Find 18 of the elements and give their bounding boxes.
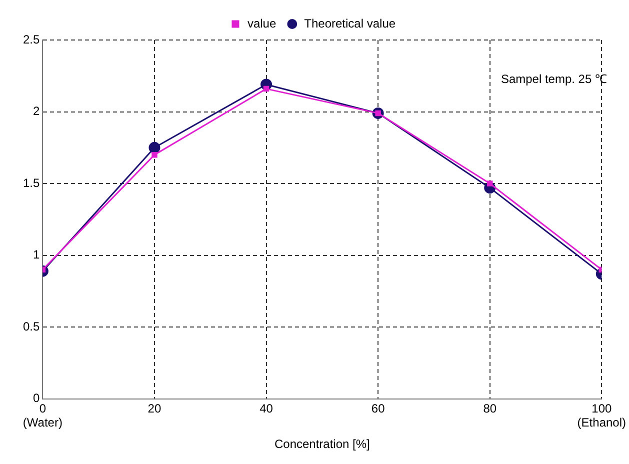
point xyxy=(263,86,270,92)
x-tick-label: 100 (Ethanol) xyxy=(577,401,626,430)
x-tick-label: 40 xyxy=(260,401,274,416)
y-tick-label: 2 xyxy=(32,104,40,118)
y-tick-label: 1.5 xyxy=(22,176,40,190)
x-tick-label: 60 xyxy=(371,401,386,416)
legend-label: value xyxy=(247,16,276,30)
point xyxy=(152,152,158,158)
point xyxy=(148,142,160,154)
y-tick-label: 1 xyxy=(32,248,40,262)
y-tick-label: 0.5 xyxy=(22,319,40,334)
x-tick-label: 20 xyxy=(148,401,162,416)
point xyxy=(486,180,493,186)
x-axis-title: Concentration [%] xyxy=(274,437,370,452)
x-tick-label: 80 xyxy=(483,401,497,416)
legend-label: Theoretical value xyxy=(304,16,396,30)
y-tick-label: 2.5 xyxy=(22,32,40,46)
annotation: Sampel temp. 25 ℃ xyxy=(500,71,607,87)
